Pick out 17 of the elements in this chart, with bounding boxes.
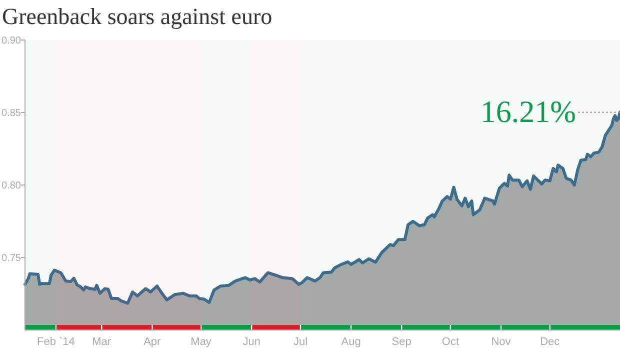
chart-title: Greenback soars against euro [2,4,272,29]
y-tick-label: 0.85 [2,108,22,119]
x-tick-label: Dec [540,336,560,348]
x-tick-label: Apr [144,336,162,348]
x-tick-label: Sep [392,336,412,348]
x-tick-label: Jun [242,336,260,348]
y-tick-label: 0.75 [2,253,22,264]
x-tick-label: Jul [293,336,308,348]
y-tick-label: 0.90 [2,36,22,46]
y-tick-label: 0.80 [2,180,22,192]
x-tick-label: Feb `14 [37,336,75,348]
x-tick-label: Nov [491,336,512,348]
x-tick-label: May [190,336,212,348]
x-tick-label: Oct [442,336,460,348]
annotation: 16.21% [480,94,576,130]
x-tick-label: Aug [341,336,361,348]
x-tick-label: Mar [92,336,112,348]
